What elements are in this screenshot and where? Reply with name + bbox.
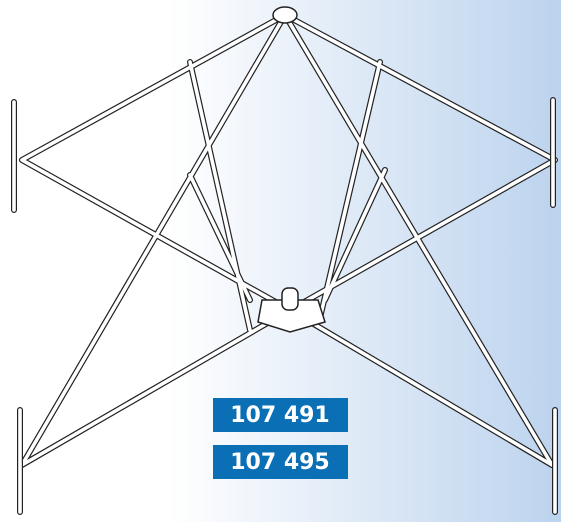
label-text: 107 495	[230, 450, 330, 475]
label-text: 107 491	[230, 403, 330, 428]
product-drawing: 107 491 107 495	[0, 0, 561, 522]
label-1: 107 491	[213, 398, 348, 432]
page: 107 491 107 495 (() => { const data = JS…	[0, 0, 561, 522]
background	[0, 0, 561, 522]
label-2: 107 495	[213, 445, 348, 479]
